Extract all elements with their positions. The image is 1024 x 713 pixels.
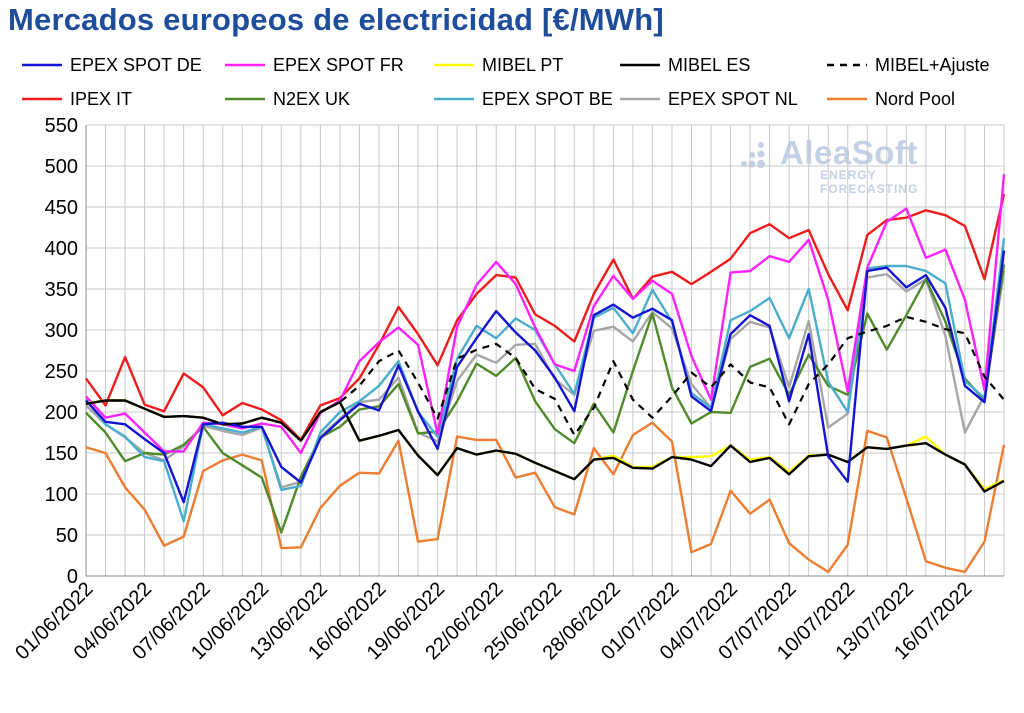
- y-tick-label: 300: [45, 320, 78, 342]
- legend-label: MIBEL+Ajuste: [875, 54, 990, 75]
- y-tick-label: 0: [67, 566, 78, 588]
- y-tick-label: 250: [45, 361, 78, 383]
- legend-item-nl: EPEX SPOT NL: [620, 86, 798, 112]
- series-lines: [85, 174, 1006, 574]
- x-tick-labels: 01/06/202204/06/202207/06/202210/06/2022…: [11, 578, 976, 664]
- y-tick-label: 200: [45, 402, 78, 424]
- legend-item-de: EPEX SPOT DE: [22, 52, 202, 78]
- series-line-ajuste: [85, 315, 1005, 442]
- logo-brand: AleaSoft: [780, 134, 918, 171]
- legend-label: MIBEL ES: [668, 54, 751, 75]
- legend: EPEX SPOT DE EPEX SPOT FR MIBEL PT MIBEL ES…: [0, 52, 1024, 120]
- legend-label: Nord Pool: [875, 88, 956, 109]
- series-line-de: [85, 250, 1006, 504]
- legend-swatch: [620, 97, 660, 101]
- legend-swatch: [434, 63, 474, 67]
- series-line-nordpool: [85, 421, 1006, 574]
- y-tick-label: 150: [45, 443, 78, 465]
- legend-label: EPEX SPOT NL: [668, 88, 798, 109]
- legend-label: MIBEL PT: [482, 54, 564, 75]
- y-tick-label: 550: [45, 115, 78, 137]
- chart-title: Mercados europeos de electricidad [€/MWh…: [8, 2, 664, 37]
- legend-item-es: MIBEL ES: [620, 52, 750, 78]
- legend-label: IPEX IT: [70, 88, 133, 109]
- legend-swatch: [22, 63, 62, 67]
- legend-swatch: [620, 63, 660, 67]
- legend-swatch: [225, 63, 265, 67]
- legend-item-ajuste: MIBEL+Ajuste: [827, 52, 990, 78]
- legend-swatch: [22, 97, 62, 101]
- legend-item-it: IPEX IT: [22, 86, 132, 112]
- legend-swatch: [434, 97, 474, 101]
- y-tick-labels: 0 50 100 150 200 250 300 350 400 450 500 550: [45, 115, 78, 588]
- legend-item-uk: N2EX UK: [225, 86, 350, 112]
- legend-swatch: [225, 97, 265, 101]
- y-tick-label: 450: [45, 197, 78, 219]
- series-line-it: [85, 193, 1006, 442]
- series-line-fr: [85, 174, 1006, 455]
- legend-item-nordpool: Nord Pool: [827, 86, 955, 112]
- watermark-logo: AleaSoft ENERGY FORECASTING: [740, 134, 960, 196]
- legend-item-fr: EPEX SPOT FR: [225, 52, 404, 78]
- y-tick-label: 400: [45, 238, 78, 260]
- y-tick-label: 50: [56, 525, 78, 547]
- legend-swatch: [827, 63, 867, 67]
- grid: [85, 124, 1005, 577]
- legend-item-pt: MIBEL PT: [434, 52, 563, 78]
- logo-tagline: ENERGY FORECASTING: [820, 168, 919, 196]
- legend-label: EPEX SPOT FR: [273, 54, 404, 75]
- legend-label: EPEX SPOT BE: [482, 88, 613, 109]
- y-tick-label: 100: [45, 484, 78, 506]
- y-tick-label: 350: [45, 279, 78, 301]
- legend-label: EPEX SPOT DE: [70, 54, 202, 75]
- y-tick-label: 500: [45, 156, 78, 178]
- legend-item-be: EPEX SPOT BE: [434, 86, 613, 112]
- legend-swatch: [827, 97, 867, 101]
- legend-label: N2EX UK: [273, 88, 351, 109]
